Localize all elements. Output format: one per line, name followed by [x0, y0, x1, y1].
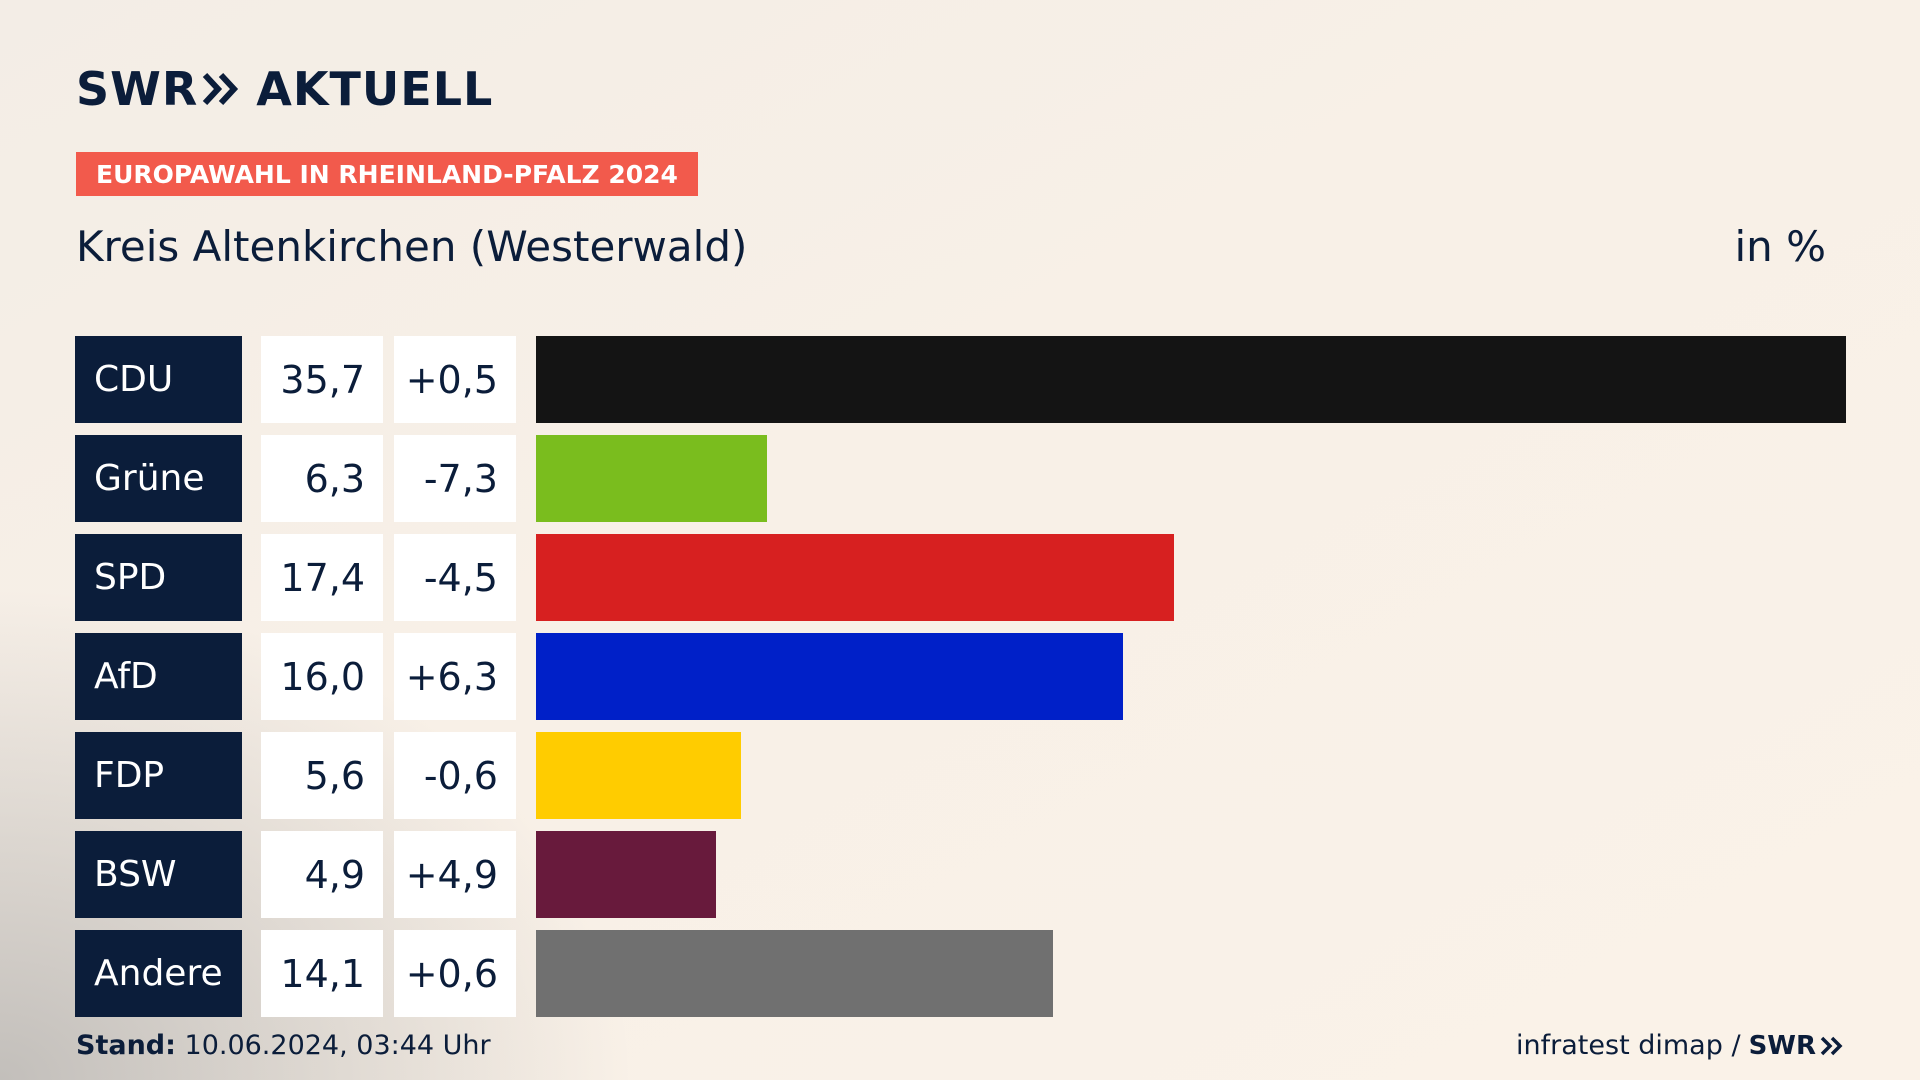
result-bar — [536, 831, 716, 918]
brand-suffix: AKTUELL — [256, 62, 494, 116]
vote-share-value: 4,9 — [261, 831, 383, 918]
vote-change-value: +0,5 — [394, 336, 516, 423]
unit-label: in % — [1734, 222, 1826, 271]
brand-name: SWR — [76, 62, 199, 116]
vote-change-value: +6,3 — [394, 633, 516, 720]
vote-share-value: 14,1 — [261, 930, 383, 1017]
source-text: infratest dimap / — [1516, 1030, 1741, 1061]
party-label: Grüne — [75, 435, 242, 522]
party-label: Andere — [75, 930, 242, 1017]
vote-change-value: -4,5 — [394, 534, 516, 621]
source-brand: SWR — [1749, 1031, 1844, 1061]
stand-label: Stand: — [76, 1030, 176, 1061]
result-row: FDP 5,6 -0,6 — [75, 732, 1846, 819]
vote-share-value: 17,4 — [261, 534, 383, 621]
double-chevron-icon — [202, 72, 240, 106]
result-bar — [536, 732, 742, 819]
vote-change-value: +4,9 — [394, 831, 516, 918]
vote-share-value: 35,7 — [261, 336, 383, 423]
party-label: AfD — [75, 633, 242, 720]
result-row: BSW 4,9 +4,9 — [75, 831, 1846, 918]
election-badge: EUROPAWAHL IN RHEINLAND-PFALZ 2024 — [76, 152, 698, 196]
result-row: CDU 35,7 +0,5 — [75, 336, 1846, 423]
vote-change-value: -7,3 — [394, 435, 516, 522]
timestamp: Stand: 10.06.2024, 03:44 Uhr — [76, 1030, 491, 1061]
result-row: Grüne 6,3 -7,3 — [75, 435, 1846, 522]
vote-share-value: 6,3 — [261, 435, 383, 522]
vote-share-value: 16,0 — [261, 633, 383, 720]
result-bar — [536, 930, 1054, 1017]
vote-change-value: +0,6 — [394, 930, 516, 1017]
swr-aktuell-logo: SWR AKTUELL — [76, 62, 493, 116]
party-label: CDU — [75, 336, 242, 423]
source-brand-text: SWR — [1748, 1030, 1816, 1061]
party-label: SPD — [75, 534, 242, 621]
result-row: AfD 16,0 +6,3 — [75, 633, 1846, 720]
region-title: Kreis Altenkirchen (Westerwald) — [76, 222, 748, 271]
result-bar — [536, 336, 1846, 423]
vote-share-value: 5,6 — [261, 732, 383, 819]
results-chart: CDU 35,7 +0,5 Grüne 6,3 -7,3 SPD 17,4 -4,5 AfD 16,… — [75, 336, 1846, 1029]
result-bar — [536, 534, 1175, 621]
vote-change-value: -0,6 — [394, 732, 516, 819]
stand-value: 10.06.2024, 03:44 Uhr — [184, 1030, 491, 1061]
mini-chevron-icon — [1820, 1036, 1843, 1055]
result-row: Andere 14,1 +0,6 — [75, 930, 1846, 1017]
party-label: BSW — [75, 831, 242, 918]
result-bar — [536, 633, 1124, 720]
result-bar — [536, 435, 768, 522]
party-label: FDP — [75, 732, 242, 819]
source-credit: infratest dimap / SWR — [1516, 1030, 1844, 1061]
result-row: SPD 17,4 -4,5 — [75, 534, 1846, 621]
